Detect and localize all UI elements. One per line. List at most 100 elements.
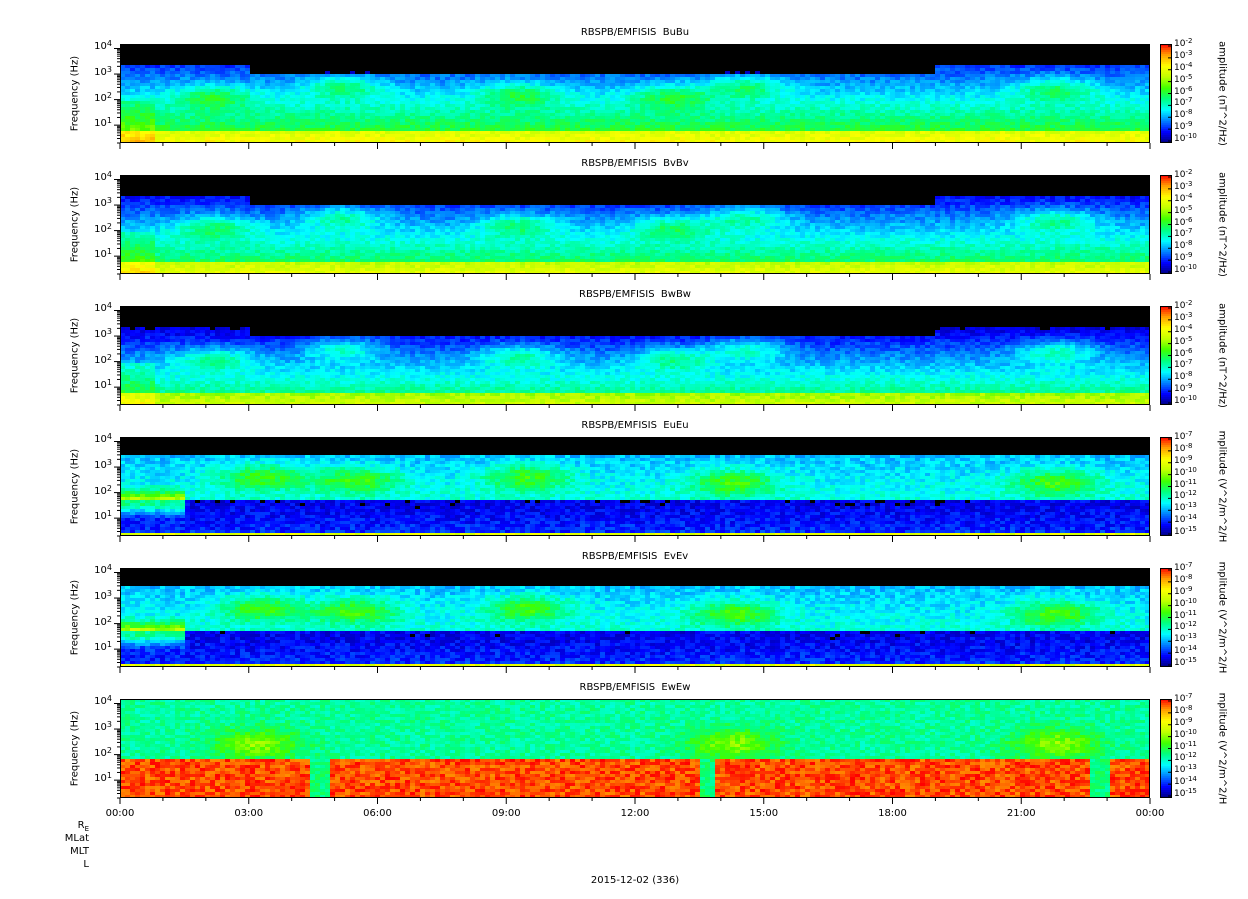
spectrogram-cell [200,107,206,111]
spectrogram-cell [225,53,231,57]
spectrogram-cell [800,89,806,93]
spectrogram-cell [235,110,241,114]
spectrogram-cell [595,68,601,72]
spectrogram-cell [345,140,351,143]
spectrogram-cell [760,65,766,69]
spectrogram-cell [675,50,681,54]
spectrogram-cell [550,59,556,63]
spectrogram-cell [565,110,571,114]
spectrogram-cell [520,83,526,87]
spectrogram-cell [645,77,651,81]
spectrogram-cell [495,116,501,120]
spectrogram-cell [250,71,256,75]
spectrogram-cell [370,125,376,129]
spectrogram-cell [145,134,151,138]
spectrogram-cell [695,104,701,108]
spectrogram-cell [125,71,131,75]
spectrogram-cell [800,101,806,105]
spectrogram-cell [650,68,656,72]
spectrogram-cell [825,86,831,90]
spectrogram-cell [830,137,836,141]
spectrogram-cell [340,62,346,66]
spectrogram-cell [145,110,151,114]
spectrogram-cell [495,122,501,126]
spectrogram-cell [520,47,526,51]
spectrogram-cell [550,116,556,120]
spectrogram-cell [840,80,846,84]
spectrogram-cell [260,77,266,81]
spectrogram-cell [820,140,826,143]
spectrogram-cell [790,107,796,111]
spectrogram-cell [385,110,391,114]
spectrogram-cell [835,80,841,84]
spectrogram-cell [360,83,366,87]
spectrogram-cell [670,119,676,123]
spectrogram-cell [140,119,146,123]
spectrogram-cell [210,122,216,126]
spectrogram-cell [385,74,391,78]
spectrogram-cell [290,116,296,120]
spectrogram-cell [605,98,611,102]
spectrogram-cell [300,128,306,132]
spectrogram-cell [185,59,191,63]
spectrogram-cell [705,110,711,114]
spectrogram-cell [165,80,171,84]
spectrogram-cell [690,125,696,129]
spectrogram-cell [280,65,286,69]
spectrogram-cell [765,140,771,143]
spectrogram-cell [740,65,746,69]
spectrogram-cell [410,65,416,69]
spectrogram-cell [285,59,291,63]
spectrogram-cell [165,125,171,129]
spectrogram-cell [480,128,486,132]
spectrogram-cell [545,80,551,84]
spectrogram-cell [800,116,806,120]
spectrogram-cell [825,128,831,132]
spectrogram-cell [355,92,361,96]
spectrogram-cell [825,95,831,99]
spectrogram-cell [460,107,466,111]
spectrogram-cell [505,116,511,120]
spectrogram-cell [605,140,611,143]
spectrogram-cell [535,53,541,57]
spectrogram-cell [745,98,751,102]
spectrogram-cell [870,140,876,143]
spectrogram-cell [260,68,266,72]
spectrogram-cell [675,56,681,60]
spectrogram-cell [230,44,236,48]
spectrogram-cell [715,128,721,132]
spectrogram-cell [150,83,156,87]
spectrogram-cell [140,74,146,78]
spectrogram-cell [265,71,271,75]
spectrogram-cell [655,68,661,72]
spectrogram-cell [490,80,496,84]
spectrogram-cell [570,101,576,105]
spectrogram-cell [810,56,816,60]
spectrogram-cell [735,77,741,81]
spectrogram-cell [135,140,141,143]
spectrogram-cell [255,101,261,105]
spectrogram-cell [805,71,811,75]
spectrogram-cell [160,137,166,141]
spectrogram-cell [510,68,516,72]
spectrogram-cell [785,62,791,66]
spectrogram-cell [310,104,316,108]
spectrogram-cell [600,125,606,129]
spectrogram-cell [140,95,146,99]
spectrogram-cell [605,80,611,84]
spectrogram-cell [405,56,411,60]
spectrogram-cell [540,50,546,54]
spectrogram-cell [460,119,466,123]
spectrogram-cell [260,122,266,126]
spectrogram-cell [265,113,271,117]
spectrogram-cell [820,95,826,99]
spectrogram-cell [560,116,566,120]
spectrogram-cell [660,95,666,99]
spectrogram-cell [560,113,566,117]
spectrogram-cell [400,116,406,120]
spectrogram-cell [610,83,616,87]
spectrogram-cell [710,119,716,123]
spectrogram-cell [685,59,691,63]
spectrogram-cell [260,71,266,75]
spectrogram-cell [595,95,601,99]
